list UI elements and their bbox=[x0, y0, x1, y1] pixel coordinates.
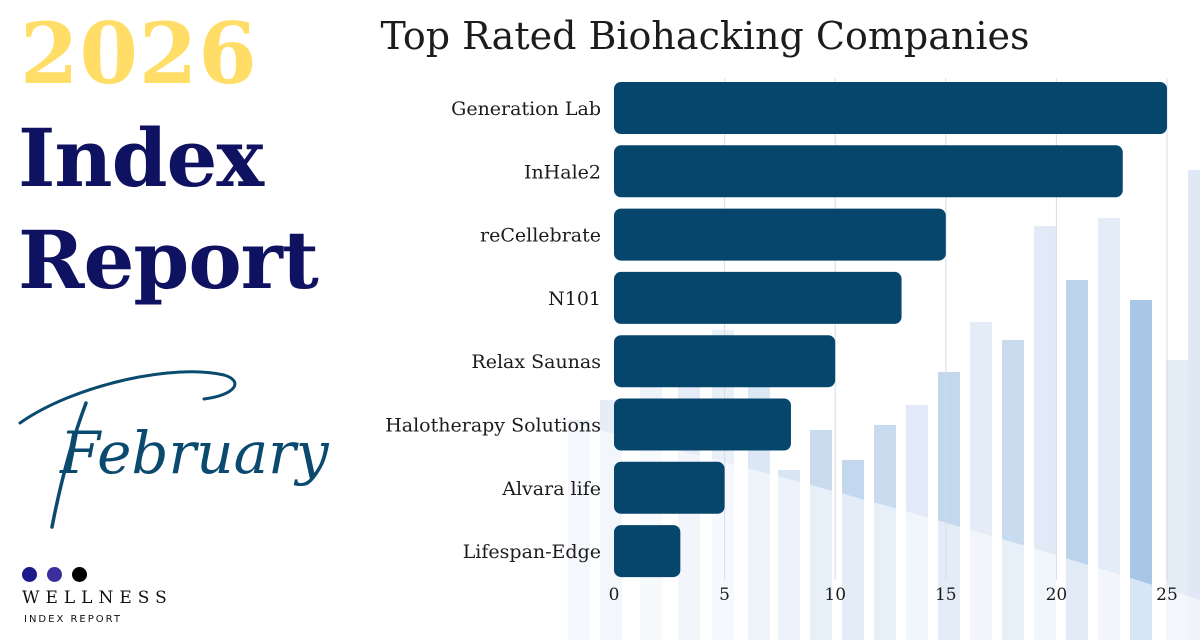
x-tick-label: 10 bbox=[824, 585, 846, 605]
report-year: 2026 bbox=[20, 4, 258, 103]
x-tick-label: 20 bbox=[1046, 585, 1068, 605]
brand-name: WELLNESS bbox=[22, 588, 173, 608]
brand-subtitle: INDEX REPORT bbox=[24, 614, 122, 625]
report-title-line-2: Report bbox=[18, 213, 319, 307]
bar bbox=[614, 525, 681, 578]
category-label: Relax Saunas bbox=[471, 351, 601, 373]
brand-dots bbox=[22, 567, 87, 582]
x-tick-label: 15 bbox=[935, 585, 957, 605]
script-flourish bbox=[18, 370, 237, 425]
decor-column bbox=[1130, 300, 1152, 640]
decor-column bbox=[1188, 170, 1200, 640]
brand-dot bbox=[47, 567, 62, 582]
bar bbox=[614, 271, 902, 324]
bar bbox=[614, 335, 836, 388]
category-labels: Generation Lab InHale2 reCellebrate N101 Rel… bbox=[385, 98, 601, 563]
decor-column bbox=[1066, 280, 1088, 640]
bar bbox=[614, 398, 791, 451]
report-title-line-1: Index bbox=[18, 111, 264, 205]
brand-dot bbox=[22, 567, 37, 582]
script-stem bbox=[50, 401, 88, 529]
chart-bars bbox=[614, 82, 1167, 578]
category-label: reCellebrate bbox=[480, 225, 601, 247]
category-label: InHale2 bbox=[524, 161, 601, 183]
x-tick-label: 0 bbox=[609, 585, 620, 605]
bar bbox=[614, 461, 725, 514]
month-label: February bbox=[59, 419, 330, 487]
report-header: 2026 Index Report February WELLNESS INDE… bbox=[0, 0, 360, 640]
x-tick-label: 5 bbox=[719, 585, 730, 605]
category-label: N101 bbox=[548, 288, 601, 310]
decor-column bbox=[1098, 218, 1120, 640]
category-label: Alvara life bbox=[501, 478, 601, 500]
bar bbox=[614, 82, 1167, 134]
brand-dot bbox=[72, 567, 87, 582]
category-label: Generation Lab bbox=[451, 98, 601, 120]
background-decoration bbox=[560, 170, 1200, 640]
category-label: Halotherapy Solutions bbox=[385, 415, 601, 437]
month-script: February bbox=[18, 370, 330, 529]
chart-title: Top Rated Biohacking Companies bbox=[380, 14, 1030, 58]
category-label: Lifespan-Edge bbox=[463, 541, 601, 563]
x-axis-ticks: 0 5 10 15 20 25 bbox=[609, 585, 1178, 605]
bar bbox=[614, 208, 946, 261]
decor-column bbox=[1034, 226, 1056, 640]
x-tick-label: 25 bbox=[1156, 585, 1178, 605]
bar bbox=[614, 145, 1123, 198]
decor-column bbox=[1166, 360, 1188, 640]
